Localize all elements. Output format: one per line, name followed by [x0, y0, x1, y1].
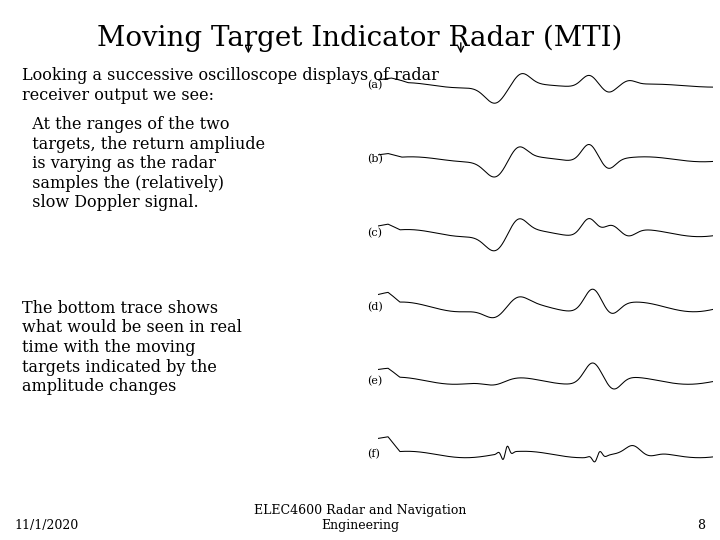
Text: (f): (f)	[367, 449, 380, 460]
Text: (d): (d)	[367, 302, 383, 312]
Text: 8: 8	[698, 519, 706, 532]
Text: Moving Target Indicator Radar (MTI): Moving Target Indicator Radar (MTI)	[97, 24, 623, 52]
Text: (e): (e)	[367, 375, 382, 386]
Text: (a): (a)	[367, 80, 382, 91]
Text: Looking a successive oscilloscope displays of radar
receiver output we see:: Looking a successive oscilloscope displa…	[22, 68, 438, 104]
Text: ELEC4600 Radar and Navigation
Engineering: ELEC4600 Radar and Navigation Engineerin…	[254, 504, 466, 532]
Text: 11/1/2020: 11/1/2020	[14, 519, 78, 532]
Text: The bottom trace shows
what would be seen in real
time with the moving
targets i: The bottom trace shows what would be see…	[22, 300, 241, 395]
Text: (c): (c)	[367, 228, 382, 238]
Text: (b): (b)	[367, 154, 383, 165]
Text: At the ranges of the two
  targets, the return ampliude
  is varying as the rada: At the ranges of the two targets, the re…	[22, 116, 265, 212]
